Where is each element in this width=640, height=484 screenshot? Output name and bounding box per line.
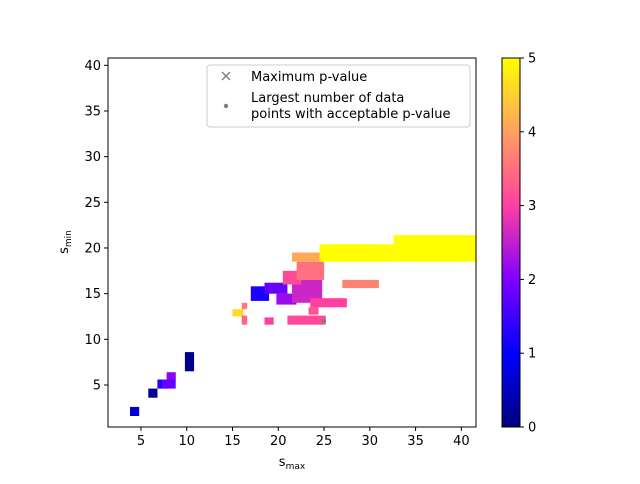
heatmap-cell — [184, 352, 195, 372]
heatmap-cell — [292, 252, 324, 262]
heatmap-cell — [342, 279, 379, 289]
dot-marker-icon — [223, 103, 229, 109]
y-tick-label: 35 — [84, 104, 101, 119]
colorbar-tick-label: 3 — [528, 199, 536, 214]
plot-frame — [107, 57, 477, 428]
heatmap-cell — [241, 315, 248, 325]
best-point-marker — [321, 318, 327, 324]
axis-ticks: 5 10 15 20 25 30 35 40 5 10 15 20 25 30 35 40 — [84, 59, 469, 449]
x-marker-icon — [221, 71, 231, 81]
legend-label-max-p: Maximum p-value — [251, 70, 367, 85]
x-axis-label-sub: max — [286, 462, 306, 472]
heatmap-cell — [241, 302, 248, 310]
x-tick-label: 25 — [316, 434, 333, 449]
x-tick-label: 40 — [453, 434, 470, 449]
legend-label-largest-n-line-1: Largest number of data — [251, 91, 404, 106]
colorbar-tick-label: 4 — [528, 125, 536, 140]
heatmap-cell — [276, 293, 297, 305]
x-tick-label: 30 — [362, 434, 379, 449]
heatmap-cell — [232, 309, 244, 317]
x-tick-label: 20 — [270, 434, 287, 449]
x-axis-label-main: s — [279, 455, 286, 470]
colorbar-ticks: 0 1 2 3 4 5 — [520, 52, 536, 436]
heatmap-cell — [296, 261, 325, 280]
colorbar-tick-label: 2 — [528, 273, 536, 288]
x-tick-label: 10 — [178, 434, 195, 449]
legend: Maximum p-value Largest number of data p… — [206, 64, 471, 128]
heatmap-cell — [327, 244, 370, 248]
x-tick-label: 35 — [407, 434, 424, 449]
y-tick-label: 25 — [84, 196, 101, 211]
legend-label-largest-n-line-2: points with acceptable p-value — [251, 107, 450, 122]
heatmap-cell — [148, 388, 158, 398]
heatmap-cell — [319, 244, 394, 262]
y-tick-label: 5 — [93, 378, 101, 393]
colorbar-tick-label: 5 — [528, 52, 536, 67]
y-axis-label-sub: min — [64, 230, 74, 247]
x-tick-label: 15 — [224, 434, 241, 449]
y-tick-label: 10 — [84, 333, 101, 348]
colorbar: 0 1 2 3 4 5 — [501, 52, 536, 436]
y-tick-label: 20 — [84, 241, 101, 256]
y-tick-label: 40 — [84, 59, 101, 74]
colorbar-tick-label: 1 — [528, 347, 536, 362]
heatmap-cell — [310, 298, 347, 308]
y-axis-label-main: s — [57, 247, 72, 254]
heatmap-cell — [282, 270, 302, 285]
heatmap-cell — [264, 282, 288, 294]
legend-box — [206, 64, 471, 128]
heatmap-cell — [130, 406, 140, 416]
colorbar-tick-label: 0 — [528, 421, 536, 436]
y-tick-label: 15 — [84, 287, 101, 302]
heatmap-cells — [130, 235, 476, 416]
heatmap-cell — [393, 235, 476, 262]
heatmap-cell — [308, 307, 319, 315]
colorbar-gradient — [501, 57, 521, 428]
x-tick-label: 5 — [137, 434, 145, 449]
legend-label-largest-n: Largest number of data points with accep… — [251, 91, 450, 122]
heatmap-cell — [264, 317, 274, 325]
y-axis-label: smin — [57, 230, 74, 254]
heatmap-cell — [287, 315, 326, 325]
heatmap-cell — [166, 372, 176, 380]
heatmap-cell — [162, 379, 176, 389]
y-tick-label: 30 — [84, 150, 101, 165]
x-axis-label: smax — [279, 455, 306, 472]
